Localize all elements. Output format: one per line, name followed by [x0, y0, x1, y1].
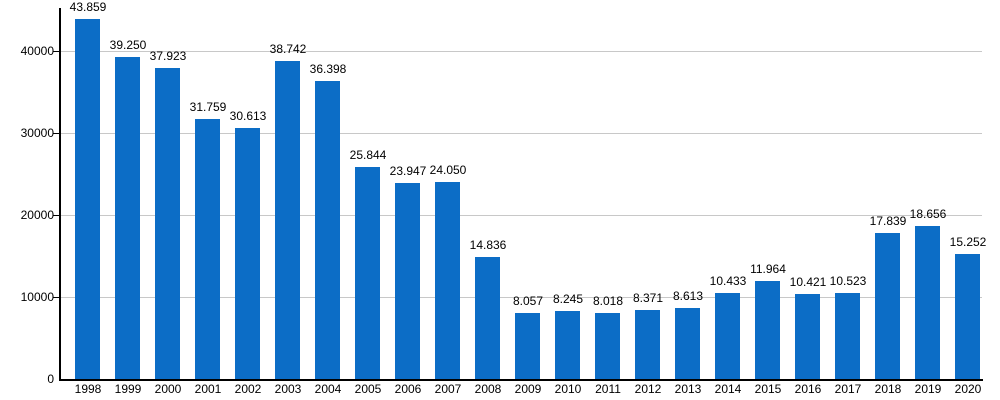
- bar-value-label: 10.523: [829, 274, 867, 288]
- x-tick-label: 1999: [114, 382, 142, 396]
- bar-value-label: 11.964: [750, 262, 786, 276]
- x-tick-label: 2018: [874, 382, 902, 396]
- bar: [475, 257, 500, 379]
- bar-value-label: 37.923: [149, 49, 187, 63]
- bar: [715, 293, 740, 379]
- x-tick-label: 2011: [595, 382, 621, 396]
- x-tick-label: 2002: [234, 382, 262, 396]
- bar: [515, 313, 540, 379]
- x-tick-label: 2015: [754, 382, 782, 396]
- x-tick-label: 2006: [394, 382, 422, 396]
- x-tick-label: 2014: [714, 382, 742, 396]
- bar: [275, 61, 300, 379]
- bar: [755, 281, 780, 379]
- gridline: [61, 133, 982, 134]
- y-tick-label: 0: [47, 372, 54, 386]
- bar-value-label: 14.836: [469, 238, 507, 252]
- y-axis-tick: [53, 297, 60, 298]
- bar-value-label: 36.398: [309, 62, 347, 76]
- x-tick-label: 2017: [834, 382, 862, 396]
- y-tick-label: 40000: [20, 44, 54, 58]
- y-axis-tick: [53, 215, 60, 216]
- x-tick-label: 2012: [634, 382, 662, 396]
- y-tick-label: 30000: [20, 126, 54, 140]
- bar: [595, 313, 620, 379]
- x-tick-label: 2009: [514, 382, 542, 396]
- bar: [795, 294, 820, 379]
- y-tick-label: 10000: [20, 290, 54, 304]
- bar: [555, 311, 580, 379]
- bar: [235, 128, 260, 379]
- bar-value-label: 18.656: [909, 207, 947, 221]
- bar-value-label: 38.742: [269, 42, 307, 56]
- y-axis-line: [59, 8, 61, 380]
- bar-value-label: 8.371: [632, 291, 664, 305]
- bar: [355, 167, 380, 379]
- x-tick-label: 2001: [194, 382, 222, 396]
- bar-value-label: 39.250: [109, 38, 147, 52]
- bar: [315, 81, 340, 379]
- x-tick-label: 2005: [354, 382, 382, 396]
- gridline: [61, 51, 982, 52]
- x-axis-line: [59, 379, 983, 381]
- bar-value-label: 8.018: [592, 294, 624, 308]
- bar: [395, 183, 420, 379]
- bar-value-label: 31.759: [189, 100, 227, 114]
- y-tick-label: 20000: [20, 208, 54, 222]
- y-axis-tick: [53, 51, 60, 52]
- x-tick-label: 2016: [794, 382, 822, 396]
- x-tick-label: 2004: [314, 382, 342, 396]
- gridline: [61, 215, 982, 216]
- x-tick-label: 2000: [154, 382, 182, 396]
- bar: [675, 308, 700, 379]
- bar-value-label: 17.839: [869, 214, 907, 228]
- bar: [955, 254, 980, 379]
- bar-value-label: 24.050: [429, 163, 467, 177]
- x-tick-label: 2013: [674, 382, 702, 396]
- bar: [155, 68, 180, 379]
- x-tick-label: 2008: [474, 382, 502, 396]
- bar: [875, 233, 900, 379]
- bar: [835, 293, 860, 379]
- bar-value-label: 8.057: [512, 294, 544, 308]
- bar: [435, 182, 460, 379]
- bar-value-label: 8.613: [672, 289, 704, 303]
- bar: [195, 119, 220, 379]
- x-tick-label: 1998: [74, 382, 102, 396]
- x-tick-label: 2019: [914, 382, 942, 396]
- x-tick-label: 2007: [434, 382, 462, 396]
- bar-value-label: 23.947: [389, 164, 427, 178]
- x-tick-label: 2010: [554, 382, 582, 396]
- gridline: [61, 297, 982, 298]
- y-axis-tick: [53, 133, 60, 134]
- bar: [915, 226, 940, 379]
- x-tick-label: 2020: [954, 382, 982, 396]
- bar: [635, 310, 660, 379]
- bar-value-label: 30.613: [229, 109, 267, 123]
- bar: [115, 57, 140, 379]
- x-tick-label: 2003: [274, 382, 302, 396]
- bar-value-label: 25.844: [349, 148, 387, 162]
- bar: [75, 19, 100, 379]
- bar-value-label: 10.421: [789, 275, 827, 289]
- bar-value-label: 15.252: [949, 235, 987, 249]
- bar-value-label: 8.245: [552, 292, 584, 306]
- bar-value-label: 43.859: [69, 0, 107, 14]
- bar-value-label: 10.433: [709, 274, 747, 288]
